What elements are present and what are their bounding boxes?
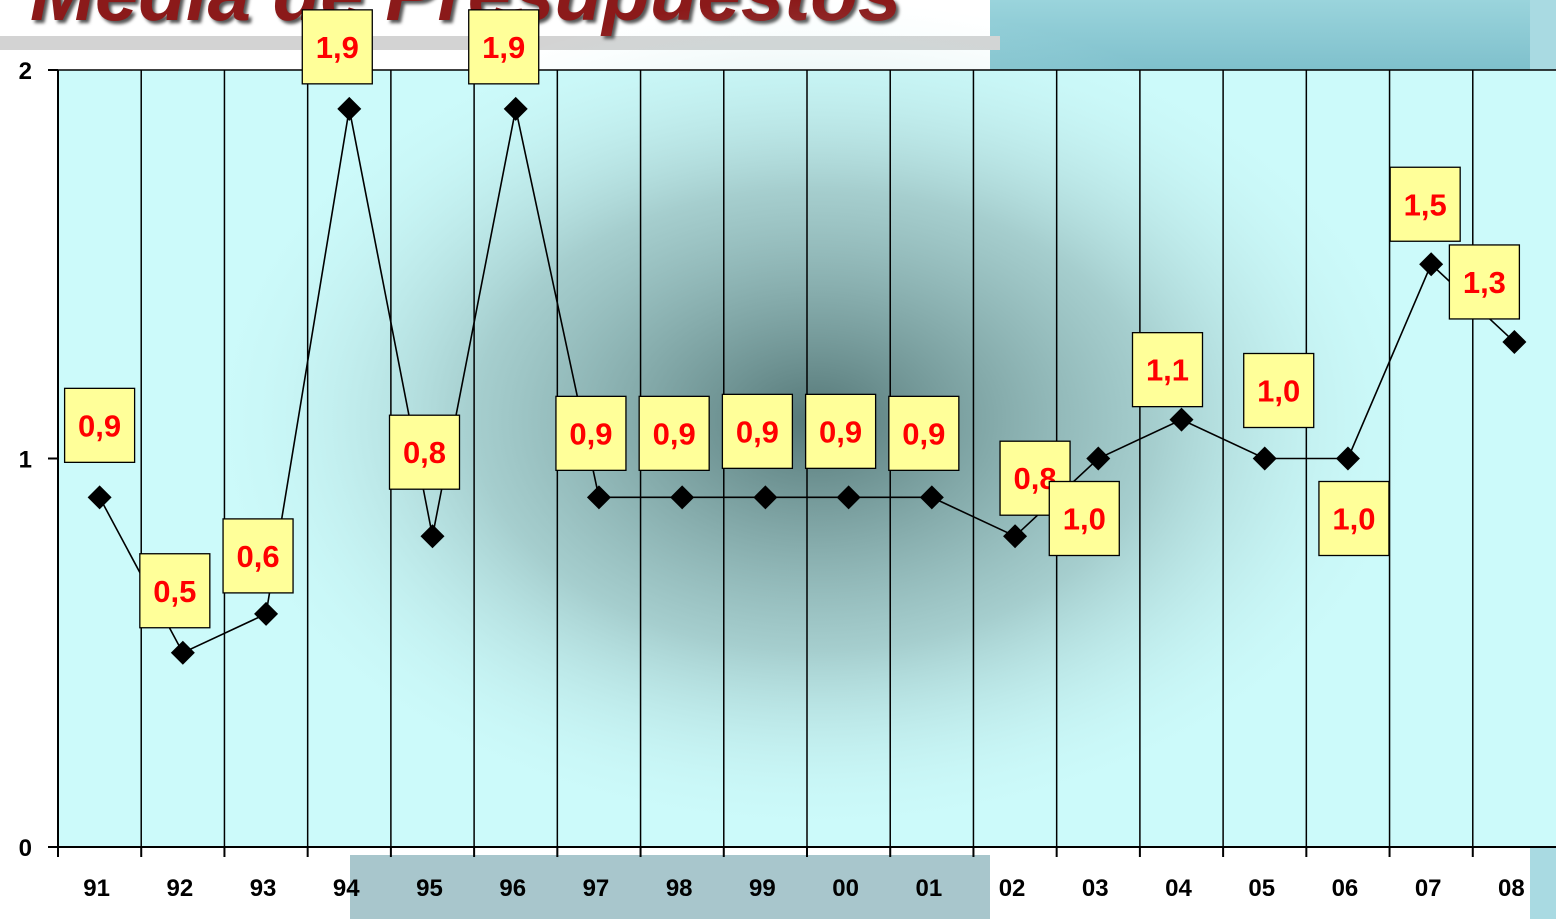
data-point-marker	[503, 96, 528, 121]
x-tick-label: 08	[1498, 875, 1525, 902]
data-point-marker	[1003, 524, 1028, 549]
data-label-box	[721, 393, 794, 470]
data-label-text: 0,9	[819, 414, 862, 449]
data-label-text: 0,8	[403, 435, 446, 470]
data-label-text: 0,9	[736, 414, 779, 449]
y-tick-label: 1	[19, 447, 32, 474]
x-tick-label: 91	[83, 875, 110, 902]
data-label-text: 1,0	[1063, 502, 1106, 537]
data-label: 1,0	[1318, 480, 1390, 557]
data-point-marker	[1169, 407, 1194, 432]
data-label-box	[63, 387, 136, 464]
x-tick-label: 94	[333, 875, 360, 902]
data-label: 1,1	[1131, 331, 1204, 408]
x-tick-label: 03	[1082, 875, 1109, 902]
x-tick-label: 01	[915, 875, 942, 902]
data-point-marker	[1335, 446, 1360, 471]
data-label: 0,9	[721, 393, 794, 470]
data-label-text: 1,5	[1404, 187, 1447, 222]
data-label-text: 0,9	[653, 416, 696, 451]
data-point-marker	[586, 485, 611, 510]
data-label-text: 1,0	[1257, 374, 1300, 409]
data-point-marker	[919, 485, 944, 510]
data-label-box	[468, 9, 540, 85]
data-label: 0,9	[63, 387, 136, 464]
data-point-marker	[1086, 446, 1111, 471]
x-tick-label: 04	[1165, 875, 1192, 902]
data-label-box	[638, 395, 710, 472]
data-point-marker	[753, 485, 778, 510]
data-label: 0,9	[555, 395, 627, 472]
data-label-box	[1131, 331, 1204, 408]
data-point-marker	[1419, 252, 1444, 277]
data-label-text: 0,9	[902, 416, 945, 451]
data-label: 0,5	[139, 553, 211, 629]
data-label: 0,9	[804, 393, 877, 470]
data-label: 1,5	[1389, 166, 1461, 242]
x-tick-label: 97	[583, 875, 610, 902]
data-labels: 0,90,50,61,90,81,90,9 0,9 0,9 0,9 0,90,81,01…	[63, 9, 1521, 629]
data-label-box	[1389, 166, 1461, 242]
x-tick-label: 02	[999, 875, 1026, 902]
x-tick-label: 99	[749, 875, 776, 902]
x-tick-label: 00	[832, 875, 859, 902]
data-label-box	[388, 414, 461, 490]
data-label: 1,3	[1448, 244, 1521, 320]
data-label-text: 0,9	[569, 416, 612, 451]
data-label: 0,9	[888, 395, 960, 472]
x-tick-label: 96	[499, 875, 526, 902]
data-label-box	[1243, 352, 1315, 429]
data-label-box	[139, 553, 211, 629]
data-point-marker	[670, 485, 695, 510]
data-label-text: 1,9	[482, 30, 525, 65]
data-label-box	[301, 9, 373, 85]
data-label-box	[222, 518, 294, 594]
data-label-text: 0,9	[78, 408, 121, 443]
data-label: 0,8	[388, 414, 461, 490]
data-label-box	[1448, 244, 1521, 320]
data-label-box	[1318, 480, 1390, 557]
x-tick-label: 98	[666, 875, 693, 902]
data-label-box	[555, 395, 627, 472]
data-label-text: 1,9	[316, 30, 359, 65]
data-label-text: 1,1	[1146, 353, 1189, 388]
data-point-marker	[420, 524, 445, 549]
data-point-marker	[1252, 446, 1277, 471]
data-point-marker	[87, 485, 112, 510]
x-axis-ticks: 91 92 93 94 95 96 97 98 99 00 01 02 03 04 05 06 07 08	[57, 847, 1525, 902]
data-label-text: 0,5	[153, 574, 196, 609]
data-point-marker	[254, 601, 279, 626]
y-axis-ticks: 0 1 2	[19, 58, 58, 862]
data-point-marker	[836, 485, 861, 510]
x-tick-label: 92	[166, 875, 193, 902]
x-tick-label: 95	[416, 875, 443, 902]
series-markers	[87, 96, 1527, 665]
data-point-marker	[337, 96, 362, 121]
x-tick-label: 06	[1332, 875, 1359, 902]
data-label-text: 1,0	[1332, 502, 1375, 537]
data-label: 0,9	[638, 395, 710, 472]
x-tick-label: 07	[1415, 875, 1442, 902]
series-line	[98, 108, 1515, 654]
x-tick-label: 05	[1248, 875, 1275, 902]
data-label-box	[888, 395, 960, 472]
y-tick-label: 0	[19, 835, 32, 862]
data-label: 0,6	[222, 518, 294, 594]
data-label-box	[804, 393, 877, 470]
data-label-text: 1,3	[1463, 265, 1506, 300]
data-label: 1,0	[1048, 480, 1120, 557]
data-point-marker	[1502, 329, 1527, 354]
data-label: 1,9	[301, 9, 373, 85]
data-label-box	[1048, 480, 1120, 557]
x-tick-label: 93	[250, 875, 277, 902]
data-point-marker	[170, 640, 195, 665]
y-tick-label: 2	[19, 58, 32, 85]
data-label: 1,0	[1243, 352, 1315, 429]
data-label: 1,9	[468, 9, 540, 85]
data-label-text: 0,6	[237, 539, 280, 574]
